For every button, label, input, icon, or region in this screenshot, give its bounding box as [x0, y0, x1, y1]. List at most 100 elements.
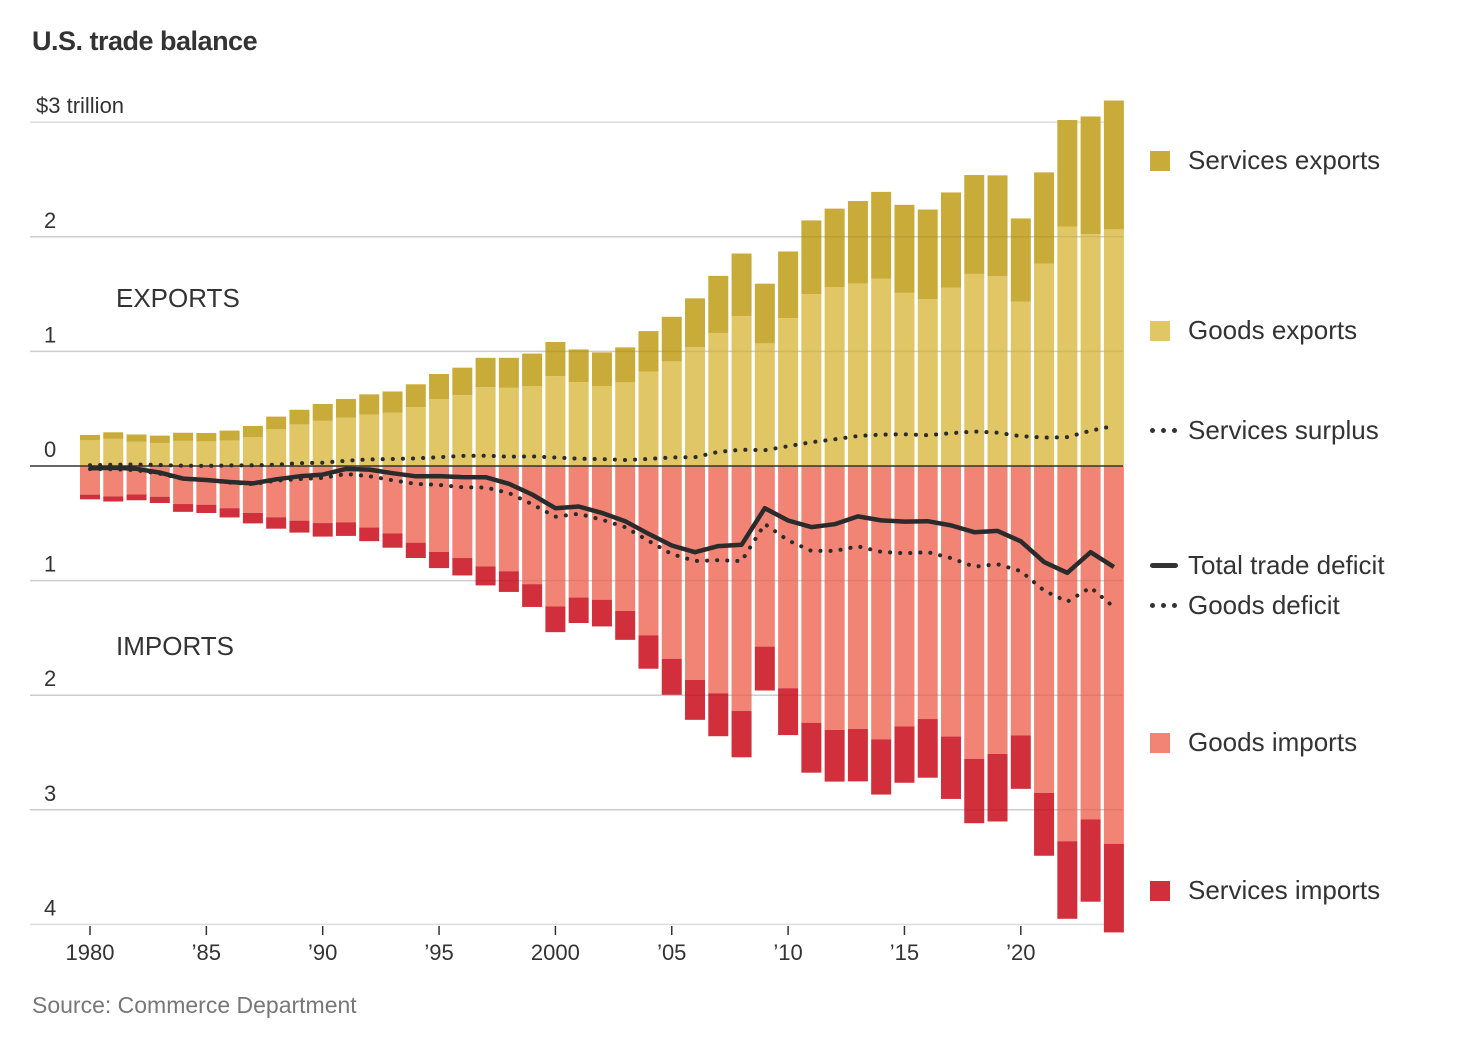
bar-services-imports	[80, 494, 100, 500]
legend-goods-deficit: Goods deficit	[1150, 590, 1340, 621]
bar-goods-imports	[917, 466, 938, 720]
bar-services-imports	[987, 753, 1008, 822]
legend-label: Services imports	[1188, 875, 1381, 905]
legend-goods-imports: Goods imports	[1150, 727, 1357, 758]
x-tick-label: ’20	[1006, 940, 1035, 965]
bar-services-imports	[242, 512, 263, 524]
bar-goods-imports	[638, 466, 659, 636]
bar-services-exports	[847, 201, 868, 284]
bar-goods-imports	[335, 466, 356, 523]
bar-goods-imports	[754, 466, 775, 647]
bar-services-exports	[591, 352, 612, 387]
bar-services-imports	[1080, 819, 1101, 902]
bar-goods-imports	[522, 466, 543, 585]
bar-goods-imports	[1034, 466, 1055, 793]
bar-goods-imports	[312, 466, 333, 524]
bar-services-exports	[940, 192, 961, 288]
bar-goods-exports	[987, 276, 1008, 466]
bar-services-exports	[778, 251, 799, 319]
bar-goods-imports	[545, 466, 566, 607]
bar-services-imports	[1057, 841, 1078, 919]
bar-goods-exports	[591, 386, 612, 466]
bar-goods-imports	[429, 466, 450, 552]
bar-goods-exports	[917, 299, 938, 466]
x-tick-label: 1980	[66, 940, 115, 965]
bar-services-exports	[266, 416, 287, 430]
bar-goods-imports	[242, 466, 263, 513]
bar-goods-imports	[801, 466, 822, 723]
bar-services-exports	[289, 409, 310, 425]
bar-goods-imports	[80, 466, 100, 495]
bar-services-imports	[173, 504, 194, 512]
bar-services-imports	[824, 729, 845, 782]
services-exports-swatch	[1150, 150, 1170, 171]
x-tick-label: ’10	[773, 940, 802, 965]
bar-goods-exports	[312, 420, 333, 466]
bar-services-imports	[661, 658, 682, 695]
bar-services-imports	[289, 520, 310, 533]
bar-services-imports	[149, 496, 170, 504]
bar-services-exports	[1057, 120, 1078, 227]
bar-goods-imports	[219, 466, 240, 509]
bar-goods-exports	[266, 429, 287, 466]
bar-goods-imports	[196, 466, 217, 505]
bar-goods-exports	[382, 412, 403, 466]
bar-goods-exports	[615, 382, 636, 466]
bar-goods-exports	[661, 361, 682, 466]
legend-label: Services surplus	[1188, 415, 1379, 445]
bar-goods-exports	[801, 294, 822, 466]
legend-services-imports: Services imports	[1150, 875, 1380, 906]
bar-goods-exports	[731, 316, 752, 466]
bar-goods-exports	[219, 440, 240, 466]
bar-services-exports	[126, 434, 147, 442]
x-tick-label: ’05	[657, 940, 686, 965]
legend-total-deficit: Total trade deficit	[1150, 550, 1385, 581]
x-tick-label: ’95	[424, 940, 453, 965]
bar-services-exports	[754, 283, 775, 344]
bar-services-exports	[149, 435, 170, 443]
bar-services-exports	[894, 204, 915, 293]
bar-services-imports	[312, 523, 333, 537]
bar-services-exports	[708, 275, 729, 333]
bar-goods-imports	[824, 466, 845, 730]
bar-services-exports	[196, 432, 217, 442]
bar-goods-exports	[685, 347, 706, 466]
bar-goods-exports	[405, 407, 426, 466]
bar-services-imports	[429, 551, 450, 569]
bar-goods-exports	[103, 438, 124, 466]
bar-services-imports	[708, 693, 729, 737]
bar-services-imports	[196, 504, 217, 513]
bar-services-imports	[871, 739, 892, 795]
bar-goods-imports	[1010, 466, 1031, 736]
bar-services-imports	[685, 679, 706, 720]
bar-goods-exports	[196, 441, 217, 466]
bar-services-exports	[685, 298, 706, 348]
bar-goods-exports	[1080, 234, 1101, 466]
bar-goods-imports	[894, 466, 915, 727]
legend-label: Goods deficit	[1188, 590, 1340, 620]
bar-services-exports	[522, 353, 543, 387]
legend-label: Services exports	[1188, 145, 1381, 175]
goods-exports-swatch	[1150, 320, 1170, 341]
bar-services-imports	[219, 508, 240, 518]
dotted-line-icon	[1150, 427, 1178, 434]
bar-services-imports	[940, 736, 961, 799]
bar-goods-exports	[708, 332, 729, 466]
bar-goods-exports	[778, 318, 799, 466]
y-tick-label: 2	[44, 208, 56, 233]
bar-goods-exports	[1103, 229, 1124, 466]
y-axis: $3 trillion 2 1 0 1 2 3 4	[36, 93, 124, 920]
bar-goods-exports	[498, 387, 519, 466]
solid-line-icon	[1150, 563, 1178, 568]
y-tick-label: 1	[44, 552, 56, 577]
bar-services-imports	[522, 584, 543, 607]
bar-services-exports	[964, 175, 985, 274]
y-tick-label: 2	[44, 666, 56, 691]
legend-services-surplus: Services surplus	[1150, 415, 1379, 446]
bar-goods-imports	[289, 466, 310, 521]
bar-goods-imports	[964, 466, 985, 759]
bar-goods-exports	[242, 437, 263, 466]
bar-goods-exports	[452, 395, 473, 466]
bar-services-exports	[475, 357, 496, 388]
